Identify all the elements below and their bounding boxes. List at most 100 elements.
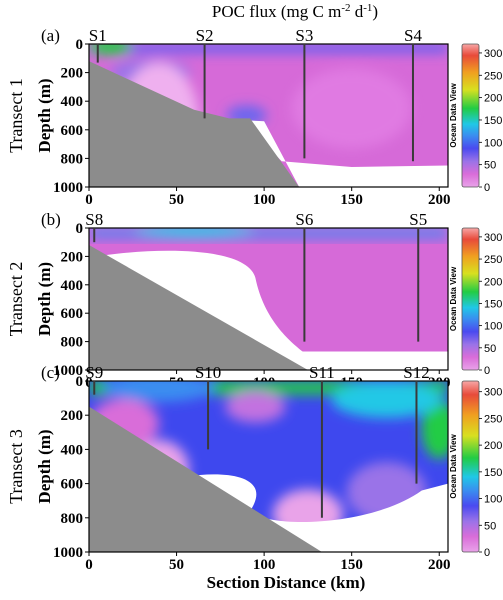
bathymetry: [89, 61, 300, 187]
colorbar-tick-label: 50: [484, 160, 496, 172]
x-axis-label: Section Distance (km): [207, 573, 366, 592]
y-tick-label: 1000: [53, 363, 83, 379]
plot-frame: [88, 43, 449, 188]
cyan-patch: [331, 381, 442, 418]
x-tick-label: 100: [253, 557, 276, 573]
colorbar-tick-label: 250: [484, 70, 502, 82]
surface-peak: [134, 228, 255, 237]
y-tick-label: 1000: [53, 545, 83, 561]
station-label-s2: S2: [196, 26, 214, 45]
colorbar-tick-label: 250: [484, 254, 502, 266]
colorbar: [461, 380, 480, 553]
x-tick-label: 200: [428, 192, 451, 208]
x-tick-label: 0: [85, 192, 93, 208]
station-label-s11: S11: [309, 363, 335, 382]
station-label-s6: S6: [295, 210, 313, 229]
y-tick-label: 800: [61, 151, 84, 167]
surface-layer: [89, 228, 448, 234]
y-tick-label: 200: [61, 249, 84, 265]
x-tick-label: 50: [169, 192, 184, 208]
odv-watermark: Ocean Data View: [449, 83, 458, 148]
mid-depth-patch: [291, 68, 412, 149]
figure-title: POC flux (mg C m-2 d-1): [212, 2, 378, 21]
panel-b: S8S6S5(b)02004006008001000050100150200De…: [6, 210, 502, 391]
transect-label: Transect 1: [6, 78, 26, 153]
colorbar-tick-label: 0: [484, 365, 490, 377]
surface-blue: [104, 381, 215, 402]
data-field: [89, 44, 448, 187]
y-tick-label: 800: [61, 335, 84, 351]
y-tick-label: 400: [61, 442, 84, 458]
x-tick-label: 150: [340, 557, 363, 573]
panel-label: (c): [41, 363, 60, 382]
y-tick-label: 200: [61, 408, 84, 424]
colorbar-tick-label: 50: [484, 520, 496, 532]
panel-label: (b): [41, 210, 61, 229]
odv-watermark: Ocean Data View: [449, 266, 458, 331]
colorbar-tick-label: 0: [484, 547, 490, 559]
colorbar-tick-label: 100: [484, 321, 502, 333]
y-tick-label: 600: [61, 477, 84, 493]
y-tick-label: 1000: [53, 180, 83, 196]
data-field: [89, 381, 448, 552]
bathymetry: [89, 245, 308, 370]
odv-watermark: Ocean Data View: [449, 434, 458, 499]
colorbar-tick-label: 0: [484, 182, 490, 194]
y-axis-label: Depth (m): [35, 262, 54, 336]
subsurface-layer: [89, 233, 448, 241]
x-tick-label: 0: [85, 557, 93, 573]
colorbar: [461, 43, 480, 188]
panel-label: (a): [41, 26, 60, 45]
y-tick-label: 0: [76, 374, 84, 390]
transect-label: Transect 2: [6, 262, 26, 337]
pink-patch-mid: [225, 390, 286, 423]
no-data-region: [202, 118, 448, 187]
y-tick-label: 0: [76, 221, 84, 237]
colorbar-tick-label: 200: [484, 276, 502, 288]
y-tick-label: 400: [61, 94, 84, 110]
x-tick-label: 150: [340, 192, 363, 208]
station-label-s5: S5: [409, 210, 427, 229]
y-tick-label: 600: [61, 123, 84, 139]
y-tick-label: 600: [61, 306, 84, 322]
station-label-s3: S3: [295, 26, 313, 45]
colorbar-tick-label: 300: [484, 387, 502, 399]
y-tick-label: 800: [61, 511, 84, 527]
colorbar: [461, 227, 480, 371]
green-patch-right: [421, 398, 448, 459]
colorbar-tick-label: 200: [484, 93, 502, 105]
field-features: [89, 228, 448, 241]
station-label-s9: S9: [85, 363, 103, 382]
colorbar-tick-label: 150: [484, 115, 502, 127]
data-field: [89, 228, 448, 370]
colorbar-tick-label: 150: [484, 467, 502, 479]
y-tick-label: 200: [61, 66, 84, 82]
surface-layer: [89, 44, 448, 53]
colorbar-tick-label: 100: [484, 137, 502, 149]
x-tick-label: 100: [253, 192, 276, 208]
colorbar-tick-label: 300: [484, 232, 502, 244]
plot-frame: [88, 227, 449, 371]
colorbar-tick-label: 100: [484, 494, 502, 506]
station-label-s1: S1: [89, 26, 107, 45]
colorbar-tick-label: 250: [484, 413, 502, 425]
y-axis-label: Depth (m): [35, 429, 54, 503]
y-tick-label: 0: [76, 37, 84, 53]
y-tick-label: 400: [61, 278, 84, 294]
transect-label: Transect 3: [6, 429, 26, 504]
station-label-s4: S4: [404, 26, 422, 45]
high-flux-patch: [89, 44, 133, 55]
colorbar-tick-label: 200: [484, 440, 502, 452]
colorbar-tick-label: 150: [484, 298, 502, 310]
x-tick-label: 200: [428, 557, 451, 573]
plot-frame: [88, 380, 449, 553]
station-label-s12: S12: [403, 363, 429, 382]
bathymetry: [89, 406, 322, 552]
y-axis-label: Depth (m): [35, 78, 54, 152]
station-label-s8: S8: [85, 210, 103, 229]
station-label-s10: S10: [195, 363, 221, 382]
colorbar-tick-label: 300: [484, 48, 502, 60]
x-tick-label: 50: [169, 557, 184, 573]
